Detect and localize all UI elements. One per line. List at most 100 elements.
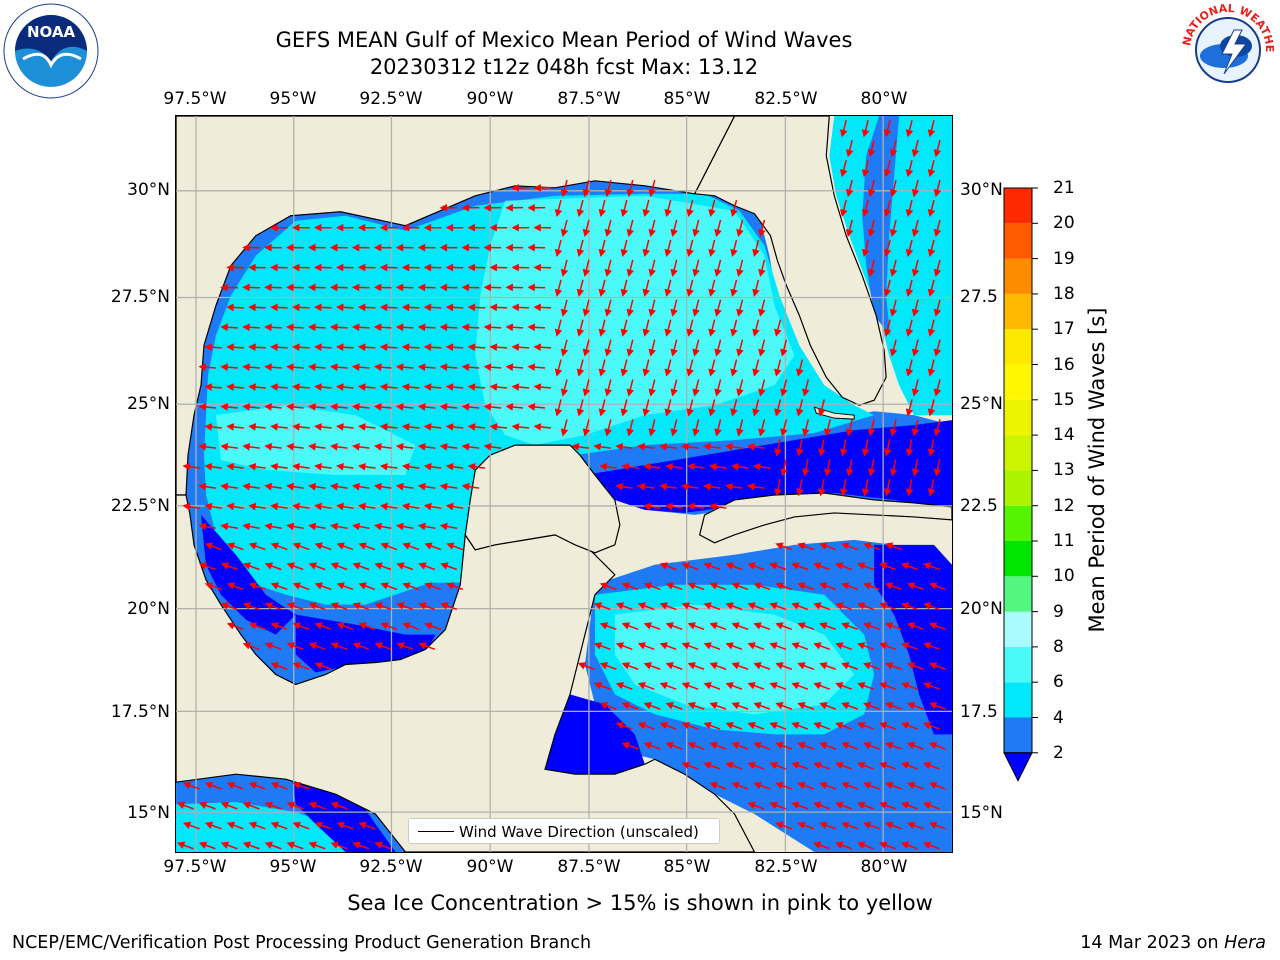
wind-wave-arrow xyxy=(248,542,266,551)
wind-wave-arrow xyxy=(714,379,722,397)
wind-wave-arrow xyxy=(330,363,348,371)
wind-wave-arrow xyxy=(286,323,304,332)
wind-wave-arrow xyxy=(687,662,705,670)
wind-wave-arrow xyxy=(796,439,804,457)
wind-wave-arrow xyxy=(928,622,946,631)
wind-wave-arrow xyxy=(604,379,613,397)
wind-wave-arrow xyxy=(379,263,398,272)
wind-wave-arrow xyxy=(270,263,288,272)
wind-wave-arrow xyxy=(351,243,370,252)
wind-wave-arrow xyxy=(933,179,942,198)
wind-wave-arrow xyxy=(714,259,722,277)
wind-wave-arrow xyxy=(774,439,782,457)
wind-wave-arrow xyxy=(248,303,266,312)
wind-wave-arrow xyxy=(703,761,721,770)
wind-wave-arrow xyxy=(483,403,502,411)
wind-wave-arrow xyxy=(885,702,902,710)
wind-wave-arrow xyxy=(670,299,678,317)
colorbar-tick-label: 9 xyxy=(1053,601,1064,622)
wind-wave-arrow xyxy=(620,359,628,377)
wind-wave-arrow xyxy=(330,403,348,411)
wind-wave-arrow xyxy=(270,781,288,790)
wind-wave-arrow xyxy=(264,482,282,491)
wind-wave-arrow xyxy=(819,662,837,670)
wind-wave-arrow xyxy=(928,662,946,670)
wind-wave-arrow xyxy=(659,721,677,730)
wind-wave-arrow xyxy=(220,403,238,411)
wind-wave-arrow xyxy=(483,363,502,371)
wind-wave-arrow xyxy=(648,259,656,277)
wind-wave-arrow xyxy=(889,179,898,198)
colorbar-segment xyxy=(1004,293,1032,330)
wind-wave-arrow xyxy=(402,582,420,591)
wind-wave-arrow xyxy=(576,199,585,218)
wind-wave-arrow xyxy=(753,741,771,750)
gulf-water-light xyxy=(475,195,795,446)
wind-wave-arrow xyxy=(774,479,782,497)
wind-wave-arrow xyxy=(643,662,661,670)
wind-wave-arrow xyxy=(797,582,815,591)
wind-wave-arrow xyxy=(905,120,914,138)
wind-wave-arrow xyxy=(885,622,902,631)
wind-wave-arrow xyxy=(220,522,238,531)
wind-wave-arrow xyxy=(204,781,222,790)
wind-wave-arrow xyxy=(182,821,200,830)
wind-wave-arrow xyxy=(901,682,918,690)
wind-wave-arrow xyxy=(330,801,348,810)
sea-ice-caption: Sea Ice Concentration > 15% is shown in … xyxy=(347,891,933,915)
wind-wave-arrow xyxy=(598,319,607,337)
wind-wave-arrow xyxy=(686,279,694,297)
wind-wave-arrow xyxy=(642,319,650,337)
chart-title: GEFS MEAN Gulf of Mexico Mean Period of … xyxy=(275,28,853,52)
wind-wave-arrow xyxy=(358,622,376,631)
wind-wave-arrow xyxy=(533,423,552,431)
wind-wave-arrow xyxy=(264,602,282,611)
wind-wave-arrow xyxy=(907,622,924,631)
wind-wave-arrow xyxy=(352,482,370,491)
wind-wave-arrow xyxy=(861,479,870,497)
colorbar-segment xyxy=(1004,505,1032,541)
wind-wave-arrow xyxy=(907,582,924,591)
wind-wave-arrow xyxy=(554,359,563,377)
wind-wave-arrow xyxy=(841,662,858,670)
wind-wave-arrow xyxy=(659,642,677,650)
wind-wave-arrow xyxy=(439,522,458,531)
lon-label-top: 80°W xyxy=(860,89,908,109)
wind-wave-arrow xyxy=(863,702,880,710)
wind-wave-arrow xyxy=(642,199,650,218)
wind-wave-arrow xyxy=(292,263,310,272)
wind-wave-arrow xyxy=(927,120,936,138)
wind-wave-arrow xyxy=(686,399,694,417)
wind-wave-arrow xyxy=(483,323,502,332)
wind-wave-arrow xyxy=(857,721,874,730)
wind-wave-arrow xyxy=(593,682,611,690)
wind-wave-arrow xyxy=(352,562,370,571)
wind-wave-arrow xyxy=(922,682,940,690)
wind-wave-arrow xyxy=(863,542,880,551)
wind-wave-arrow xyxy=(687,502,705,511)
wind-wave-arrow xyxy=(780,459,788,477)
wind-wave-arrow xyxy=(642,359,650,377)
wind-wave-arrow xyxy=(835,682,852,690)
wind-wave-arrow xyxy=(292,462,310,471)
wind-wave-arrow xyxy=(357,303,376,312)
wind-wave-arrow xyxy=(242,642,260,650)
wind-wave-arrow xyxy=(758,339,766,357)
gulf-water-light-west xyxy=(215,405,416,476)
wind-wave-arrow xyxy=(621,582,639,591)
wind-wave-arrow xyxy=(901,841,918,850)
noaa-logo: NOAA xyxy=(3,3,99,99)
wind-wave-arrow xyxy=(659,443,677,451)
colorbar-tick-label: 12 xyxy=(1053,495,1075,516)
wind-wave-arrow xyxy=(621,741,639,750)
wind-wave-arrow xyxy=(423,343,442,352)
wind-wave-arrow xyxy=(379,303,398,312)
wind-wave-arrow xyxy=(648,379,656,397)
caribbean-deep-west xyxy=(545,694,645,775)
wind-wave-arrow xyxy=(576,359,585,377)
wind-wave-arrow xyxy=(797,542,815,551)
lon-label-bottom: 85°W xyxy=(663,857,711,877)
wind-wave-arrow xyxy=(861,439,870,457)
colorbar-title: Mean Period of Wind Waves [s] xyxy=(1085,307,1109,633)
wind-wave-arrow xyxy=(637,682,655,690)
